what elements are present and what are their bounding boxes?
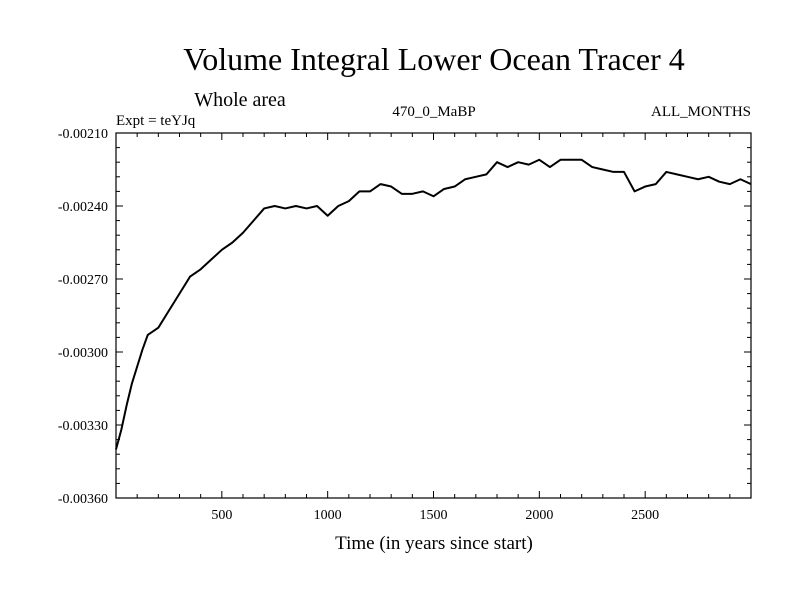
x-tick-label: 500 [211,508,232,523]
series-group [115,158,752,450]
chart-subtitle: Whole area [194,89,286,111]
chart-title: Volume Integral Lower Ocean Tracer 4 [183,41,684,77]
series-line-0 [115,158,752,450]
experiment-label: Expt = teYJq [116,113,196,129]
y-tick-label: -0.00270 [58,273,108,288]
x-tick-label: 1500 [420,508,448,523]
tick-labels: 500 1000 1500 2000 2500 -0.00360 -0.00330 -0.00… [58,127,659,523]
axis-ticks [116,132,751,499]
y-tick-label: -0.00300 [58,346,108,361]
plot-frame [115,132,752,499]
x-tick-label: 2000 [525,508,553,523]
y-tick-label: -0.00360 [58,492,108,507]
y-tick-label: -0.00240 [58,200,108,215]
y-tick-label: -0.00330 [58,419,108,434]
y-tick-label: -0.00210 [58,127,108,142]
period-label: 470_0_MaBP [392,104,475,120]
x-axis-label: Time (in years since start) [335,533,533,554]
months-label: ALL_MONTHS [651,104,751,120]
x-tick-label: 2500 [631,508,659,523]
x-tick-label: 1000 [314,508,342,523]
